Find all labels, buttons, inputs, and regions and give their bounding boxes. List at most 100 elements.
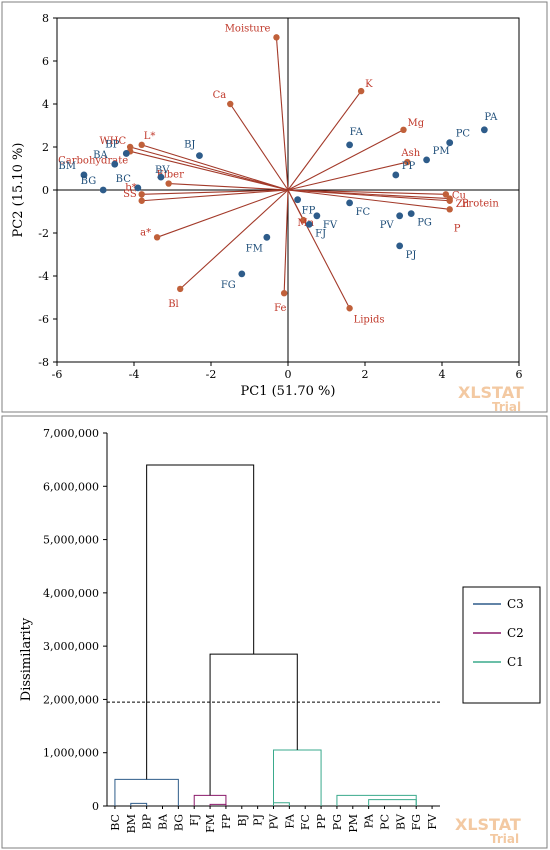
loading-vector-bl: [179, 189, 289, 290]
dendro-leaf-label: FP: [220, 813, 233, 829]
score-point-pm: [423, 156, 430, 164]
dendro-y-tick-label: 3,000,000: [43, 640, 99, 653]
score-label: BM: [58, 161, 76, 172]
score-point-pj: [396, 242, 404, 250]
score-label: PJ: [406, 250, 417, 261]
loading-point: [446, 206, 453, 213]
loading-label: Mg: [408, 118, 425, 129]
loading-point: [153, 234, 161, 241]
pca-y-tick-label: -8: [38, 356, 49, 369]
pca-x-tick-label: 2: [362, 368, 369, 381]
dendro-y-tick-label: 1,000,000: [43, 747, 99, 760]
score-point-bm: [80, 171, 88, 179]
dendro-leaf-label: PV: [268, 813, 281, 829]
score-label: FJ: [315, 228, 326, 239]
score-label: BJ: [184, 140, 195, 151]
loading-vector-fiber: [168, 183, 289, 191]
pca-panel-frame: [1, 1, 548, 413]
loading-point: [400, 126, 407, 133]
dendro-y-tick-label: 5,000,000: [43, 534, 99, 547]
pca-y-tick-label: 8: [42, 12, 49, 25]
score-label: FP: [302, 206, 316, 217]
loading-point: [138, 197, 145, 204]
loading-vector-ss: [141, 189, 289, 202]
score-point-pc: [446, 139, 454, 147]
loading-point: [346, 305, 353, 312]
loading-vector-moisture: [275, 37, 289, 191]
score-label: FM: [246, 243, 263, 254]
loading-vector-k: [287, 90, 362, 191]
loading-label: Ash: [400, 148, 420, 159]
score-point-fj: [305, 221, 313, 228]
loading-point: [165, 180, 172, 187]
pca-watermark-brand: XLSTAT: [458, 383, 524, 402]
score-label: PG: [417, 218, 432, 229]
loading-point: [442, 191, 450, 198]
loading-vector-fe: [283, 189, 289, 294]
dendro-link-c3: [130, 802, 148, 806]
pca-watermark-edition: Trial: [492, 400, 521, 414]
dendro-leaf-label: BJ: [236, 814, 249, 827]
pca-x-tick-label: 0: [285, 368, 292, 381]
dendro-watermark-brand: XLSTAT: [455, 815, 521, 834]
pca-x-tick-label: -2: [206, 368, 217, 381]
score-label: BA: [93, 150, 108, 161]
loading-label: Carbohydrate: [58, 155, 128, 166]
loading-label: Ca: [213, 90, 227, 101]
loading-point: [227, 100, 234, 108]
score-point-pv: [396, 212, 404, 220]
dendrogram: 0 1,000,000 2,000,000 3,000,000 4,000,000 5,0…: [19, 427, 541, 846]
score-label: FC: [356, 207, 371, 218]
pca-y-tick-label: -6: [38, 313, 49, 326]
pca-x-axis-title: PC1 (51.70 %): [241, 384, 336, 399]
dendro-link-c2: [209, 803, 227, 806]
dendro-link-c1: [368, 799, 417, 806]
loading-label: b*: [125, 182, 136, 193]
dendro-legend: [462, 586, 541, 704]
loading-label: Bl: [168, 299, 179, 310]
score-label: PP: [402, 161, 416, 172]
legend-label-c3: C3: [507, 597, 524, 611]
loading-point: [404, 158, 411, 166]
loading-point: [138, 191, 145, 198]
score-point-fa: [346, 141, 353, 149]
legend-label-c1: C1: [507, 655, 524, 669]
dendro-leaf-label: FA: [283, 813, 296, 829]
pca-x-tick-label: 4: [439, 368, 446, 381]
dendro-watermark-edition: Trial: [490, 832, 519, 846]
loading-vector-l: [141, 144, 289, 191]
loading-vector-mn: [287, 189, 304, 221]
loading-point: [300, 216, 307, 224]
loading-vector-ash: [287, 161, 408, 191]
dendro-leaf-label: FG: [410, 814, 423, 830]
score-point-bc: [134, 184, 142, 192]
loading-label: Protein: [462, 199, 500, 210]
loading-vector-ca: [229, 103, 289, 191]
loading-label: Moisture: [225, 23, 271, 34]
score-label: PA: [484, 112, 498, 123]
dendro-y-tick-label: 0: [92, 800, 99, 813]
loading-vector-a: [156, 189, 289, 238]
dendro-leaf-label: PJ: [252, 814, 265, 826]
dendro-leaf-label: BV: [394, 813, 407, 830]
dendro-leaf-label: FJ: [188, 814, 201, 826]
score-point-fc: [346, 199, 353, 207]
loading-point: [273, 34, 280, 41]
score-point-pa: [480, 126, 488, 134]
score-point-fm: [263, 233, 271, 241]
score-label: PM: [433, 146, 450, 157]
pca-x-tick-label: -6: [52, 368, 63, 381]
loading-label: SS: [123, 189, 137, 200]
dendro-leaf-label: PM: [347, 814, 360, 833]
score-point-bj: [196, 152, 203, 160]
pca-y-tick-label: 0: [42, 184, 49, 197]
loading-point: [446, 195, 453, 202]
loading-label: P: [454, 223, 461, 234]
loading-point: [177, 285, 184, 293]
loading-point: [280, 290, 288, 297]
pca-y-tick-label: -2: [38, 227, 49, 240]
score-label: PC: [456, 129, 471, 140]
loading-vector-carbohydrate: [130, 150, 289, 191]
